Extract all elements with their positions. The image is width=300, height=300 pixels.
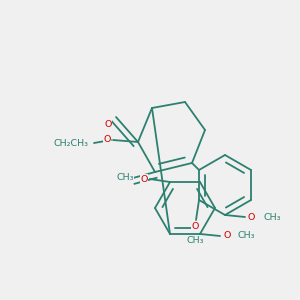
Text: CH₃: CH₃ — [263, 212, 281, 221]
Text: O: O — [104, 120, 112, 129]
Text: CH₃: CH₃ — [186, 236, 204, 245]
Text: CH₃: CH₃ — [238, 232, 256, 241]
Text: O: O — [122, 175, 129, 184]
Text: O: O — [103, 136, 111, 145]
Text: O: O — [141, 175, 148, 184]
Text: O: O — [191, 222, 199, 231]
Text: O: O — [248, 212, 255, 221]
Text: CH₃: CH₃ — [116, 172, 134, 182]
Text: O: O — [223, 232, 230, 241]
Text: CH₂CH₃: CH₂CH₃ — [54, 139, 89, 148]
